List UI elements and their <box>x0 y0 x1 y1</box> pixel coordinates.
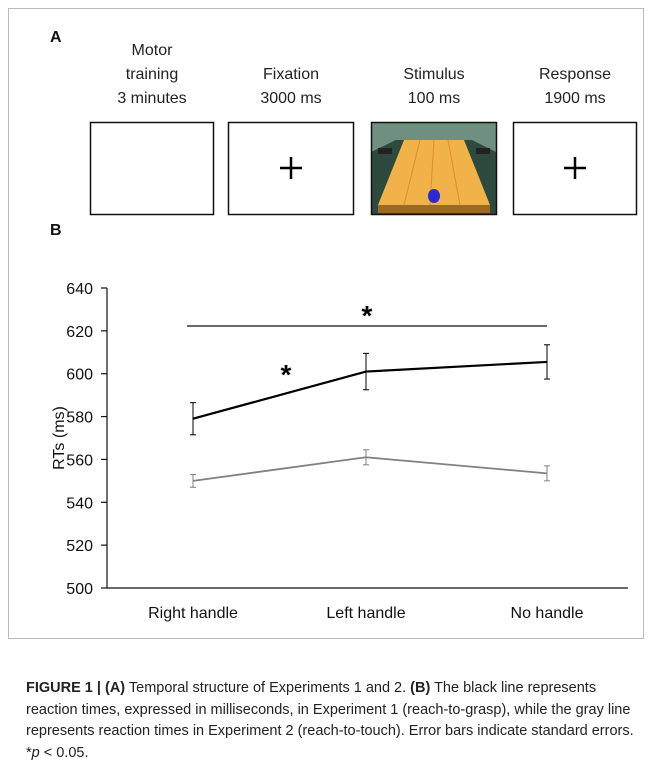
significance-marker: * <box>362 300 373 331</box>
caption-text: p <box>32 745 40 761</box>
panel-label: B <box>50 222 62 239</box>
step-label: training <box>126 66 178 83</box>
step-label: Fixation <box>263 66 319 83</box>
series-line <box>193 457 547 481</box>
step-label: 3 minutes <box>117 90 186 107</box>
x-tick-label: Right handle <box>148 605 238 622</box>
caption-text: Temporal structure of Experiments 1 and … <box>125 680 410 696</box>
y-tick-label: 600 <box>66 367 93 384</box>
significance-marker: * <box>281 359 292 390</box>
y-tick-label: 500 <box>66 581 93 598</box>
step-label: 100 ms <box>408 90 460 107</box>
training-box <box>91 123 214 215</box>
step-label: 3000 ms <box>260 90 321 107</box>
caption: FIGURE 1 | (A) Temporal structure of Exp… <box>26 678 638 764</box>
y-tick-label: 540 <box>66 495 93 512</box>
page: {"panel_a": {"label": "A", "steps": [ {"… <box>0 0 653 763</box>
y-tick-label: 520 <box>66 538 93 555</box>
y-tick-label: 580 <box>66 410 93 427</box>
step-label: Motor <box>132 42 174 59</box>
series-line <box>193 362 547 419</box>
y-tick-label: 620 <box>66 324 93 341</box>
caption-text: < 0.05. <box>40 745 89 761</box>
y-tick-label: 560 <box>66 452 93 469</box>
step-label: Stimulus <box>403 66 464 83</box>
caption-text: (B) <box>410 680 430 696</box>
stimulus-image <box>371 122 496 215</box>
panel-label: A <box>50 29 62 46</box>
step-label: 1900 ms <box>544 90 605 107</box>
step-label: Response <box>539 66 611 83</box>
figure: A B RTs (ms) Motortraining3 minutesFixat… <box>0 0 653 763</box>
x-tick-label: Left handle <box>326 605 405 622</box>
caption-text: FIGURE 1 | (A) <box>26 680 125 696</box>
x-tick-label: No handle <box>511 605 584 622</box>
y-tick-label: 640 <box>66 281 93 298</box>
